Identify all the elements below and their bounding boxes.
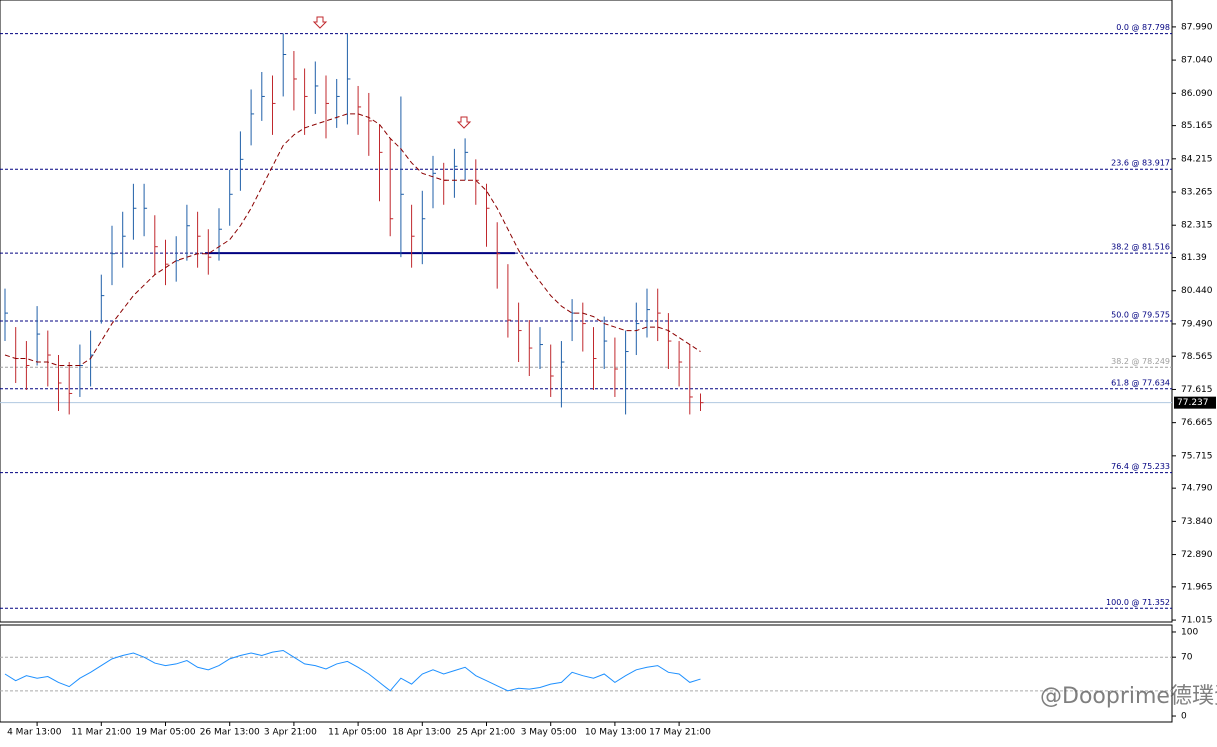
fib-label: 23.6 @ 83.917 [1111, 159, 1170, 168]
y-tick-label: 87.040 [1181, 56, 1213, 66]
fib-label: 61.8 @ 77.634 [1111, 378, 1170, 387]
x-tick-label: 3 Apr 21:00 [264, 728, 317, 738]
x-tick-label: 10 May 13:00 [585, 728, 647, 738]
fib-label: 100.0 @ 71.352 [1106, 598, 1170, 607]
y-tick-label: 82.315 [1181, 221, 1213, 231]
last-price-box [1174, 396, 1216, 409]
x-tick-label: 25 Apr 21:00 [457, 728, 516, 738]
fractal-arrow [456, 116, 472, 129]
x-tick-label: 19 Mar 05:00 [136, 728, 196, 738]
moving-average [4, 113, 701, 367]
x-tick-label: 11 Apr 05:00 [328, 728, 387, 738]
y-tick-label: 86.090 [1181, 89, 1213, 99]
main-panel-frame [0, 0, 1173, 623]
y-tick-label: 72.890 [1181, 550, 1213, 560]
indicator-panel-frame [0, 624, 1173, 723]
x-tick-label: 26 Mar 13:00 [200, 728, 260, 738]
fib-label: 50.0 @ 79.575 [1111, 310, 1170, 319]
y-tick-label: 81.39 [1181, 253, 1207, 263]
last-price-label: 77.237 [1177, 398, 1209, 408]
y-tick-label: 71.015 [1181, 616, 1213, 626]
y-tick-label: 100 [1181, 627, 1198, 637]
fib-label: 0.0 @ 87.798 [1116, 23, 1170, 32]
y-tick-label: 76.665 [1181, 418, 1213, 428]
y-tick-label: 80.440 [1181, 286, 1213, 296]
y-tick-label: 85.165 [1181, 121, 1213, 131]
watermark: @Dooprime德璞资本一严 [1040, 684, 1217, 709]
y-tick-label: 73.840 [1181, 517, 1213, 527]
fractal-arrow [312, 16, 328, 29]
y-tick-label: 78.565 [1181, 352, 1213, 362]
indicator-line [4, 649, 701, 692]
y-tick-label: 84.215 [1181, 154, 1213, 164]
x-tick-label: 17 May 21:00 [649, 728, 711, 738]
y-tick-label: 75.715 [1181, 451, 1213, 461]
fib-label: 38.2 @ 78.249 [1111, 357, 1170, 366]
x-tick-label: 4 Mar 13:00 [7, 728, 62, 738]
y-tick-label: 70 [1181, 653, 1193, 663]
fib-label: 76.4 @ 75.233 [1111, 462, 1170, 471]
y-tick-label: 87.990 [1181, 22, 1213, 32]
x-tick-label: 3 May 05:00 [521, 728, 577, 738]
fib-label: 38.2 @ 81.516 [1111, 243, 1170, 252]
y-tick-label: 77.615 [1181, 385, 1213, 395]
y-tick-label: 74.790 [1181, 484, 1213, 494]
x-tick-label: 11 Mar 21:00 [71, 728, 131, 738]
y-tick-label: 0 [1181, 712, 1187, 722]
y-tick-label: 83.265 [1181, 188, 1213, 198]
x-tick-label: 18 Apr 13:00 [392, 728, 451, 738]
y-tick-label: 71.965 [1181, 582, 1213, 592]
y-tick-label: 79.490 [1181, 319, 1213, 329]
